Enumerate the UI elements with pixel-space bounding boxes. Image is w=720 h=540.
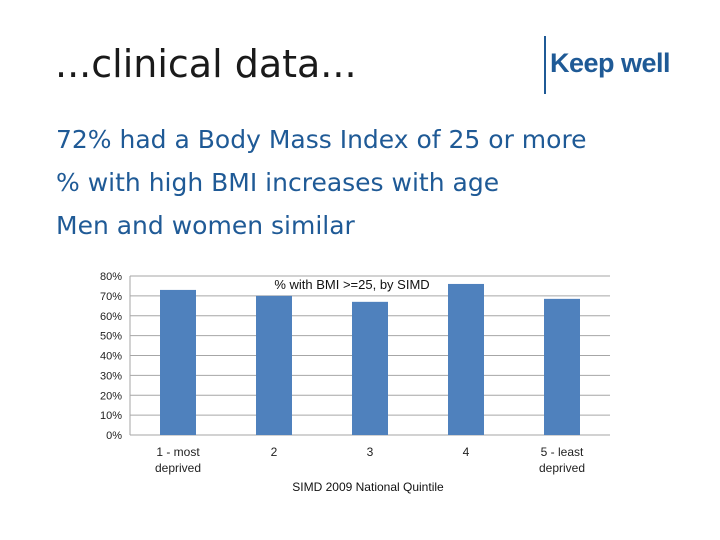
bar — [160, 289, 196, 435]
bullet-point: % with high BMI increases with age — [56, 168, 500, 197]
chart-title: % with BMI >=25, by SIMD — [274, 277, 429, 292]
bullet-list: 72% had a Body Mass Index of 25 or more … — [56, 118, 587, 247]
x-tick-label: 5 - least deprived — [539, 445, 585, 475]
x-tick-label-line: 2 — [271, 445, 278, 459]
x-tick-label-line: 5 - least — [541, 445, 584, 459]
x-axis-title: SIMD 2009 National Quintile — [292, 480, 444, 494]
y-tick-label: 50% — [100, 331, 122, 343]
x-tick-label-line: deprived — [539, 461, 585, 475]
bar — [352, 301, 388, 435]
y-tick-label: 40% — [100, 351, 122, 363]
logo-text: Keep well — [550, 48, 671, 78]
x-tick-label: 1 - most deprived — [155, 445, 201, 475]
bullet-point: 72% had a Body Mass Index of 25 or more — [56, 125, 587, 154]
x-tick-label-line: 3 — [367, 445, 374, 459]
x-tick-label: 2 — [271, 445, 278, 459]
bullet-point: Men and women similar — [56, 211, 355, 240]
y-tick-label: 30% — [100, 370, 122, 382]
y-tick-label: 20% — [100, 390, 122, 402]
keep-well-logo: Keep well — [544, 36, 678, 94]
y-tick-label: 80% — [100, 271, 122, 283]
y-tick-label: 0% — [106, 430, 122, 442]
bar — [448, 283, 484, 435]
x-tick-label-line: 4 — [463, 445, 470, 459]
x-tick-label: 4 — [463, 445, 470, 459]
x-tick-label: 3 — [367, 445, 374, 459]
y-tick-label: 10% — [100, 410, 122, 422]
y-tick-label: 70% — [100, 291, 122, 303]
x-tick-label-line: 1 - most — [156, 445, 200, 459]
slide-title: ...clinical data... — [55, 42, 357, 86]
x-tick-label-line: deprived — [155, 461, 201, 475]
y-tick-label: 60% — [100, 311, 122, 323]
bar — [256, 295, 292, 435]
bar — [544, 298, 580, 435]
